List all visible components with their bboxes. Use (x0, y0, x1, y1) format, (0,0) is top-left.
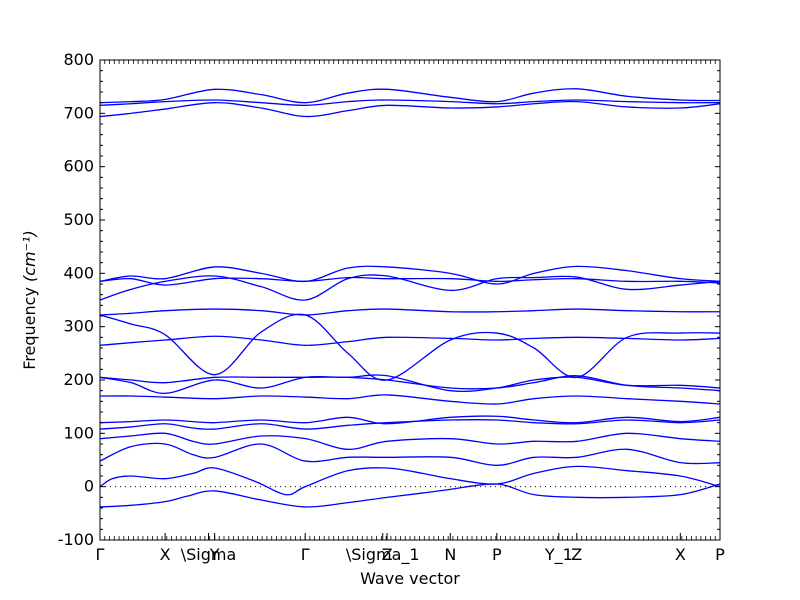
band-line-12 (99, 308, 721, 316)
x-tick-label: P (492, 545, 502, 564)
band-line-13 (99, 274, 721, 301)
y-tick-label: -100 (58, 530, 94, 549)
band-line-15 (99, 276, 721, 286)
band-line-18 (99, 88, 721, 104)
x-tick-label: Γ (96, 545, 105, 564)
x-tick-label: Z (571, 545, 582, 564)
x-axis-label: Wave vector (360, 569, 460, 588)
y-tick-label: 200 (63, 370, 94, 389)
y-axis-label-group: Frequency (cm⁻¹) (20, 230, 39, 369)
x-tick-label: X (675, 545, 686, 564)
y-tick-label: 400 (63, 263, 94, 282)
band-line-6 (99, 415, 721, 425)
x-tick-label: Γ (301, 545, 310, 564)
x-tick-label: X (160, 545, 171, 564)
y-axis-label-text: Frequency (20, 287, 39, 370)
band-line-2 (99, 465, 721, 496)
band-line-14 (99, 265, 721, 285)
x-tick-label: Z (382, 545, 393, 564)
band-line-5 (99, 419, 721, 430)
y-tick-label: 0 (84, 477, 94, 496)
y-tick-label: 600 (63, 157, 94, 176)
y-tick-label: 500 (63, 210, 94, 229)
x-tick-label: \Sigma (181, 545, 237, 564)
y-tick-label: 100 (63, 423, 94, 442)
x-tick-label: N (444, 545, 456, 564)
y-tick-label: 700 (63, 103, 94, 122)
y-tick-label: 800 (63, 50, 94, 69)
x-tick-label: Y_1 (544, 545, 573, 565)
y-ticks: -100 0 100 200 300 400 500 600 700 800 (58, 50, 720, 549)
x-tick-label: P (715, 545, 725, 564)
x-tick-label: \Sigma_1 (346, 545, 420, 565)
band-line-1 (99, 483, 721, 508)
x-tick-label: Y (209, 545, 220, 564)
band-line-8 (99, 374, 721, 394)
y-axis-label-unit: (cm⁻¹) (20, 230, 39, 282)
band-line-16 (99, 100, 721, 118)
band-line-7 (99, 394, 721, 405)
band-line-4 (99, 432, 721, 450)
band-line-17 (99, 99, 721, 106)
band-line-10 (99, 335, 721, 346)
band-line-3 (99, 442, 721, 466)
y-tick-label: 300 (63, 317, 94, 336)
band-line-11 (99, 313, 721, 381)
series-layer (99, 88, 721, 508)
y-axis-label: Frequency (cm⁻¹) (20, 230, 39, 369)
